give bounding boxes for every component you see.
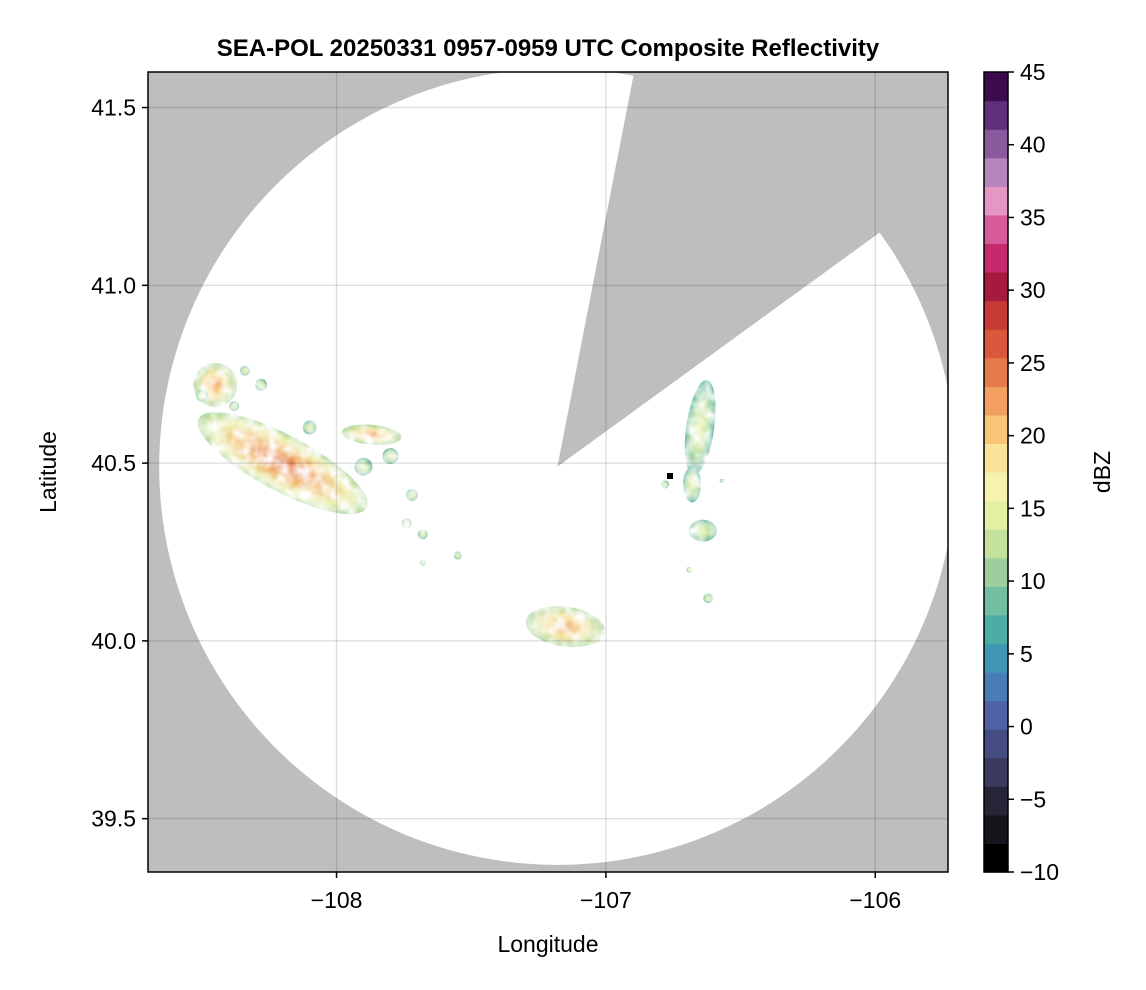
- x-tick-label: −108: [311, 887, 363, 913]
- echo-layer: [193, 362, 724, 648]
- x-tick-label: −107: [580, 887, 632, 913]
- radar-site-marker: [667, 473, 673, 479]
- colorbar-segment: [984, 700, 1008, 730]
- colorbar-tick-label: 35: [1020, 204, 1046, 230]
- colorbar-segment: [984, 243, 1008, 273]
- y-tick-label: 41.5: [91, 95, 136, 121]
- colorbar-segment: [984, 672, 1008, 702]
- echo-fragment: [229, 401, 240, 412]
- x-axis: −108 −107 −106: [311, 872, 901, 913]
- colorbar-segment: [984, 129, 1008, 159]
- colorbar-tick-label: 25: [1020, 350, 1046, 376]
- plot-frame: [147, 71, 949, 873]
- echo-fragment: [401, 518, 412, 529]
- colorbar-tick-label: −5: [1020, 786, 1046, 812]
- colorbar-segment: [984, 186, 1008, 216]
- colorbar-label: dBZ: [1089, 451, 1115, 493]
- colorbar-segment: [984, 443, 1008, 473]
- colorbar-segment: [984, 300, 1008, 330]
- colorbar-segment: [984, 843, 1008, 873]
- echo-cell: [341, 424, 402, 445]
- colorbar-segment: [984, 357, 1008, 387]
- echo-fragment: [195, 389, 208, 402]
- y-axis-label: Latitude: [35, 431, 61, 513]
- echo-fragment: [703, 593, 714, 604]
- radar-coverage: [159, 72, 948, 865]
- chart-title: SEA-POL 20250331 0957-0959 UTC Composite…: [217, 35, 880, 62]
- echo-fragment: [453, 551, 462, 560]
- echo-fragment: [405, 489, 418, 502]
- colorbar-tick-label: 10: [1020, 568, 1046, 594]
- echo-fragment: [686, 566, 693, 573]
- colorbar-segment: [984, 100, 1008, 130]
- colorbar-tick-label: −10: [1020, 859, 1059, 885]
- colorbar-segment: [984, 214, 1008, 245]
- colorbar-segment: [984, 786, 1008, 816]
- x-axis-label: Longitude: [497, 931, 598, 957]
- x-tick-label: −106: [849, 887, 901, 913]
- echo-fragment: [417, 529, 428, 540]
- colorbar-segment: [984, 529, 1008, 559]
- colorbar-segment: [984, 272, 1008, 302]
- colorbar-tick-label: 30: [1020, 277, 1046, 303]
- colorbar-segment: [984, 614, 1008, 645]
- colorbar-tick-label: 15: [1020, 495, 1046, 521]
- colorbar-segment: [984, 414, 1008, 445]
- colorbar-segment: [984, 500, 1008, 530]
- colorbar-segment: [984, 757, 1008, 787]
- colorbar: −10 −5 0 5 10 15 20 25 30 35 40 45: [983, 59, 1059, 885]
- echo-cell: [683, 466, 702, 503]
- y-tick-label: 39.5: [91, 806, 136, 832]
- colorbar-tick-label: 20: [1020, 423, 1046, 449]
- colorbar-segment: [984, 329, 1008, 359]
- y-tick-label: 41.0: [91, 272, 136, 298]
- echo-fragment: [354, 457, 373, 476]
- colorbar-tick-label: 40: [1020, 132, 1046, 158]
- echo-fragment: [302, 420, 317, 435]
- echo-cell: [197, 412, 368, 515]
- colorbar-segment: [984, 386, 1008, 416]
- echo-fragment: [419, 559, 426, 566]
- colorbar-frame: [983, 71, 1009, 873]
- colorbar-tick-label: 45: [1020, 59, 1046, 85]
- y-tick-label: 40.0: [91, 628, 136, 654]
- grid-lines: [148, 72, 948, 872]
- echo-fragment: [661, 480, 670, 489]
- colorbar-segment: [984, 472, 1008, 502]
- echo-fragment: [239, 365, 250, 376]
- echo-cell: [684, 379, 716, 476]
- colorbar-tick-label: 0: [1020, 714, 1033, 740]
- colorbar-segment: [984, 157, 1008, 187]
- colorbar-tick-label: 5: [1020, 641, 1033, 667]
- echo-fragment: [255, 378, 268, 391]
- y-tick-label: 40.5: [91, 450, 136, 476]
- echo-fragment: [719, 478, 724, 483]
- echo-cell: [688, 519, 717, 542]
- echo-cell: [525, 606, 606, 648]
- colorbar-segment: [984, 72, 1008, 102]
- echo-fragment: [382, 448, 399, 464]
- y-axis: 39.5 40.0 40.5 41.0 41.5: [91, 95, 148, 832]
- colorbar-segment: [984, 643, 1008, 673]
- colorbar-segment: [984, 814, 1008, 845]
- colorbar-segment: [984, 729, 1008, 759]
- plot-area: [148, 72, 948, 872]
- colorbar-segment: [984, 586, 1008, 616]
- colorbar-segment: [984, 557, 1008, 587]
